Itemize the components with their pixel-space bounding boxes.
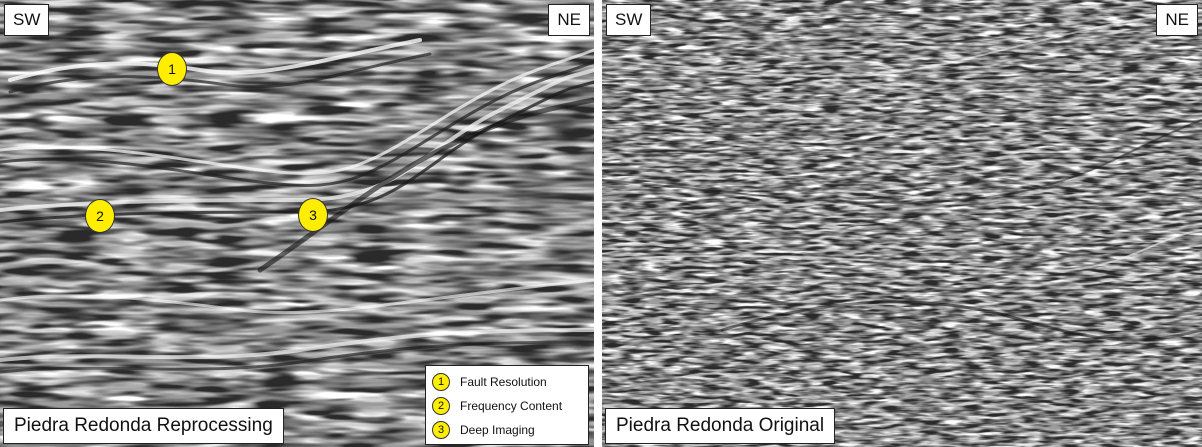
marker-1: 1 <box>157 52 187 86</box>
legend-marker: 2 <box>432 397 450 415</box>
legend-label: Fault Resolution <box>460 375 547 389</box>
corner-label-sw: SW <box>606 4 652 36</box>
seismic-image-reprocessing <box>0 0 594 447</box>
seismic-panel-original: SW NE Piedra Redonda Original <box>602 0 1202 447</box>
legend-marker: 1 <box>432 373 450 391</box>
legend: 1 Fault Resolution 2 Frequency Content 3… <box>425 365 589 445</box>
seismic-panel-reprocessing: SW NE 1 2 3 1 Fault Resolution 2 Frequen… <box>0 0 594 447</box>
corner-label-ne: NE <box>548 4 590 36</box>
panel-caption-original: Piedra Redonda Original <box>605 408 836 444</box>
panel-caption-reprocessing: Piedra Redonda Reprocessing <box>3 408 284 444</box>
legend-item-2: 2 Frequency Content <box>432 394 582 418</box>
corner-label-ne: NE <box>1156 4 1198 36</box>
legend-item-3: 3 Deep Imaging <box>432 418 582 442</box>
seismic-image-original <box>602 0 1202 447</box>
legend-marker: 3 <box>432 421 450 439</box>
legend-item-1: 1 Fault Resolution <box>432 370 582 394</box>
legend-label: Frequency Content <box>460 399 563 413</box>
legend-label: Deep Imaging <box>460 423 535 437</box>
corner-label-sw: SW <box>4 4 50 36</box>
marker-2: 2 <box>85 199 115 233</box>
marker-3: 3 <box>298 198 328 232</box>
